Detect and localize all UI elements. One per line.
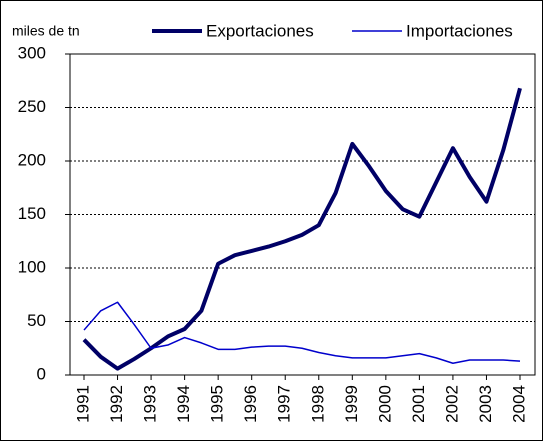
y-axis-label: miles de tn	[12, 23, 80, 39]
x-tick-label: 2002	[442, 385, 461, 423]
x-tick-label: 1997	[275, 385, 294, 423]
x-tick-label: 1993	[141, 385, 160, 423]
x-tick-label: 1998	[308, 385, 327, 423]
x-tick-label: 2001	[409, 385, 428, 423]
y-tick-label: 100	[18, 257, 46, 276]
x-tick-label: 2003	[476, 385, 495, 423]
x-tick-label: 2000	[375, 385, 394, 423]
y-tick-label: 200	[18, 150, 46, 169]
x-tick-label: 1994	[174, 385, 193, 423]
y-tick-label: 250	[18, 97, 46, 116]
x-tick-label: 1991	[73, 385, 92, 423]
series-line	[82, 87, 522, 371]
y-tick-label: 50	[27, 311, 46, 330]
legend-label: Exportaciones	[206, 21, 314, 40]
y-tick-label: 300	[18, 43, 46, 62]
plot-area	[69, 53, 536, 376]
series-line	[83, 301, 521, 364]
legend-label: Importaciones	[406, 21, 513, 40]
y-tick-label: 0	[37, 364, 46, 383]
x-tick-label: 1996	[241, 385, 260, 423]
x-tick-label: 1992	[107, 385, 126, 423]
y-tick-label: 150	[18, 204, 46, 223]
x-tick-label: 2004	[509, 385, 528, 423]
x-tick-label: 1999	[342, 385, 361, 423]
x-tick-label: 1995	[208, 385, 227, 423]
